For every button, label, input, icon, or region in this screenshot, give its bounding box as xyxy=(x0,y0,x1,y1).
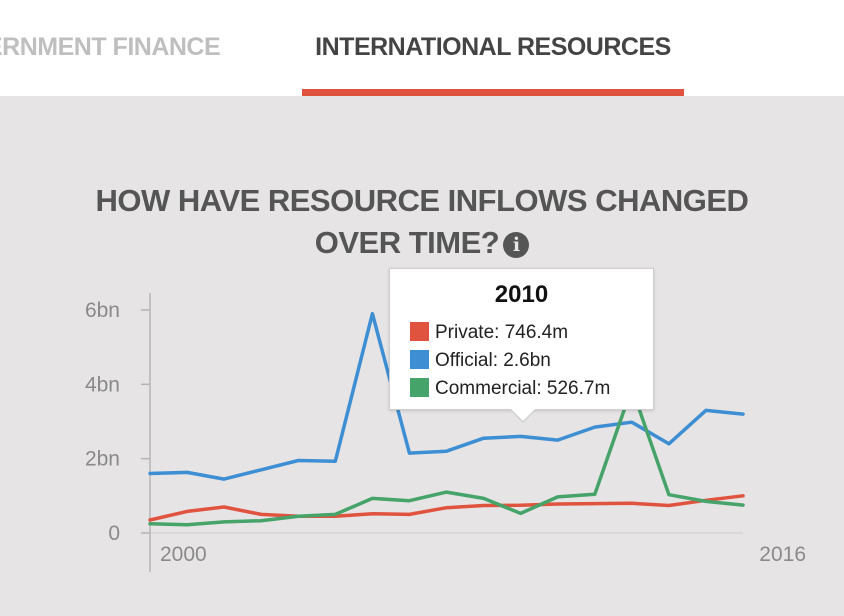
tooltip-row-private: Private: 746.4m xyxy=(410,321,568,345)
info-icon[interactable]: i xyxy=(503,232,530,258)
x-tick-label: 2016 xyxy=(759,543,806,566)
series-line-official xyxy=(148,311,745,481)
x-tick-label: 2000 xyxy=(160,543,207,566)
chart-title: HOW HAVE RESOURCE INFLOWS CHANGED OVER T… xyxy=(40,180,804,264)
tooltip-private-label: Private: 746.4m xyxy=(435,322,569,343)
tooltip-official-label: Official: 2.6bn xyxy=(435,350,551,371)
tooltip-row-commercial: Commercial: 526.7m xyxy=(410,377,610,401)
tab-international-resources[interactable]: INTERNATIONAL RESOURCES xyxy=(315,33,671,61)
tab-bar: ERNMENT FINANCE INTERNATIONAL RESOURCES xyxy=(0,0,844,96)
commercial-swatch xyxy=(410,378,429,397)
series-line-commercial xyxy=(148,386,745,527)
chart-title-line2-wrap: OVER TIME? i xyxy=(40,222,804,264)
y-tick-label: 6bn xyxy=(85,299,120,322)
chart-title-line2: OVER TIME? xyxy=(314,225,500,260)
tooltip-commercial-label: Commercial: 526.7m xyxy=(435,378,611,399)
tooltip-row-official: Official: 2.6bn xyxy=(410,349,551,373)
tooltip-pointer xyxy=(509,408,537,423)
series-line-private xyxy=(148,494,745,522)
chart-title-line1: HOW HAVE RESOURCE INFLOWS CHANGED xyxy=(95,183,749,218)
private-swatch xyxy=(410,322,429,341)
chart-tooltip: 2010 Private: 746.4m Official: 2.6bn Com… xyxy=(389,268,654,423)
official-swatch xyxy=(410,350,429,369)
y-tick-label: 4bn xyxy=(85,373,120,396)
y-tick-label: 0 xyxy=(108,522,120,545)
active-tab-indicator xyxy=(302,89,684,96)
tab-government-finance[interactable]: ERNMENT FINANCE xyxy=(0,33,221,61)
tooltip-year: 2010 xyxy=(494,281,549,308)
y-tick-label: 2bn xyxy=(85,448,120,471)
